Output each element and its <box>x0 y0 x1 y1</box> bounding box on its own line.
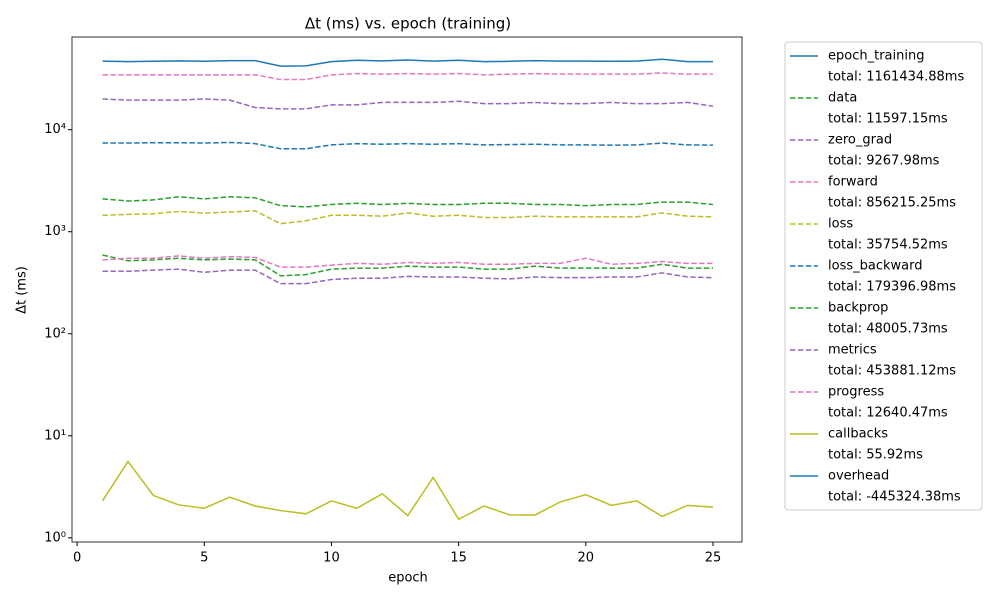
series-line <box>102 98 714 110</box>
series-line <box>102 72 713 81</box>
series-line <box>102 141 714 150</box>
y-tick-label: 10² <box>44 326 66 341</box>
y-tick-label: 10⁴ <box>44 122 66 137</box>
legend-total: total: 55.92ms <box>828 448 923 463</box>
legend-label: backprop <box>828 301 888 316</box>
series-line <box>102 268 714 285</box>
legend-label: overhead <box>828 469 889 484</box>
y-axis-label: Δt (ms) <box>15 266 30 314</box>
x-tick-label: 0 <box>73 551 81 566</box>
series-line <box>102 196 714 208</box>
legend-label: forward <box>828 175 878 190</box>
x-axis-label: epoch <box>388 571 428 586</box>
legend-total: total: 11597.15ms <box>828 112 948 127</box>
x-tick-label: 10 <box>323 551 340 566</box>
series-line <box>101 460 714 521</box>
legend-label: callbacks <box>828 427 888 442</box>
legend-label: metrics <box>828 343 877 358</box>
legend-total: total: 179396.98ms <box>828 280 956 295</box>
legend-label: progress <box>828 385 884 400</box>
x-tick-label: 5 <box>200 551 208 566</box>
legend-total: total: -445324.38ms <box>828 490 961 505</box>
legend-label: epoch_training <box>828 49 924 64</box>
y-tick-label: 10¹ <box>44 428 66 443</box>
y-tick-label: 10⁰ <box>44 530 66 545</box>
plot-frame <box>71 36 743 543</box>
x-tick-label: 20 <box>578 551 595 566</box>
legend-label: zero_grad <box>828 133 892 148</box>
chart-title: Δt (ms) vs. epoch (training) <box>305 15 511 33</box>
legend-total: total: 48005.73ms <box>828 322 948 337</box>
legend-label: loss <box>828 217 853 232</box>
legend-total: total: 453881.12ms <box>828 364 956 379</box>
legend-label: data <box>828 91 857 106</box>
legend-total: total: 9267.98ms <box>828 154 940 169</box>
legend-total: total: 12640.47ms <box>828 406 948 421</box>
series-line <box>102 210 714 225</box>
x-tick-label: 25 <box>705 551 722 566</box>
series-line <box>102 254 713 277</box>
x-tick-label: 15 <box>450 551 467 566</box>
legend-total: total: 35754.52ms <box>828 238 948 253</box>
legend-box <box>784 41 983 511</box>
legend-total: total: 856215.25ms <box>828 196 956 211</box>
y-tick-label: 10³ <box>44 224 66 239</box>
legend-total: total: 1161434.88ms <box>828 70 964 85</box>
series-line <box>102 58 713 67</box>
legend-label: loss_backward <box>828 259 922 274</box>
